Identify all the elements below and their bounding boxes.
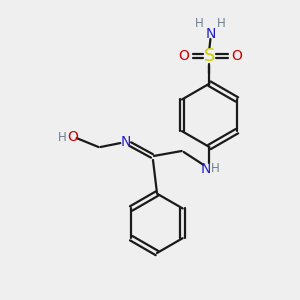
Text: N: N xyxy=(200,162,211,176)
Text: O: O xyxy=(67,130,78,144)
Text: H: H xyxy=(217,17,226,30)
Text: O: O xyxy=(232,49,243,63)
Text: O: O xyxy=(178,49,189,63)
Text: H: H xyxy=(195,17,204,30)
Text: N: N xyxy=(205,27,216,41)
Text: N: N xyxy=(121,135,131,149)
Text: H: H xyxy=(211,162,220,175)
Text: H: H xyxy=(58,130,67,144)
Text: S: S xyxy=(204,47,215,65)
